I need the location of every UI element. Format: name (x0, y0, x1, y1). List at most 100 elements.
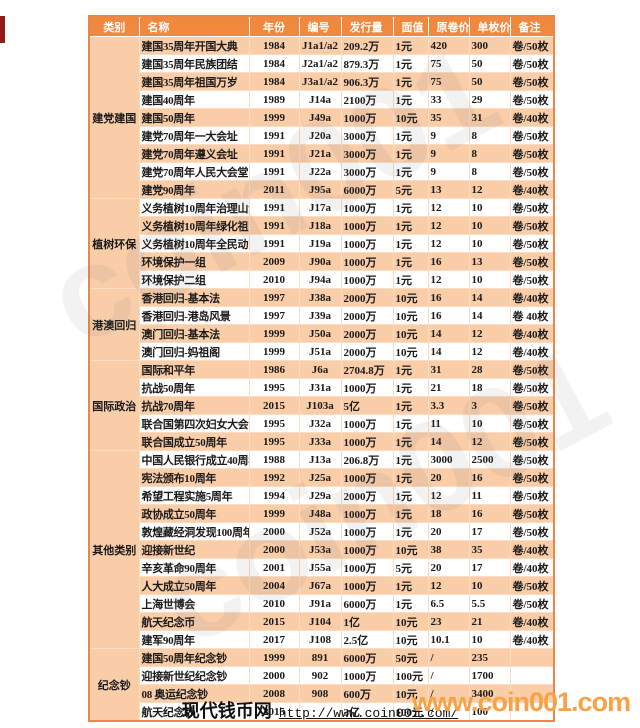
table-row: 人大成立50周年 2004 J67a 1000万 1元 12 10 卷/50枚 (89, 576, 555, 595)
name-cell: 迎接新世纪纪念钞 (138, 666, 250, 685)
face-cell: 1元 (392, 270, 429, 289)
issue-cell: 6000万 (340, 648, 394, 667)
issue-cell: 1000万 (340, 540, 394, 559)
table-row: 抗战70周年 2015 J103a 5亿 1元 3.3 3 卷/50枚 (89, 396, 555, 415)
issue-cell: 1000万 (340, 270, 394, 289)
edge-red-artifact (0, 16, 5, 43)
issue-cell: 600万 (340, 684, 394, 703)
year-cell: 1999 (248, 324, 300, 343)
code-cell: J104 (298, 612, 342, 631)
unit-cell: 35 (468, 540, 511, 559)
table-row: 建党70周年一大会址 1991 J20a 3000万 1元 9 8 卷/50枚 (89, 126, 555, 145)
issue-cell: 3000万 (340, 144, 394, 163)
year-cell: 1991 (248, 126, 300, 145)
note-cell: 卷/40枚 (509, 180, 555, 199)
roll-cell: 38 (427, 540, 470, 559)
note-cell: 卷/50枚 (509, 396, 555, 415)
year-cell: 2000 (248, 540, 300, 559)
year-cell: 2000 (248, 666, 300, 685)
face-cell: 1元 (392, 72, 429, 91)
year-cell: 1999 (248, 342, 300, 361)
face-cell: 5元 (392, 558, 429, 577)
code-cell: J91a (298, 594, 342, 613)
issue-cell: 1000万 (340, 666, 394, 685)
code-cell: J3a1/a2 (298, 72, 342, 91)
unit-cell: 3400 (468, 684, 511, 703)
code-cell: J38a (298, 288, 342, 307)
table-row: 澳门回归-基本法 1999 J50a 2000万 10元 14 12 卷/40枚 (89, 324, 555, 343)
name-cell: 上海世博会 (138, 594, 250, 613)
issue-cell: 2000万 (340, 342, 394, 361)
issue-cell: 1亿 (340, 612, 394, 631)
unit-cell: 21 (468, 612, 511, 631)
unit-cell: 300 (468, 36, 511, 55)
code-cell: J2a1/a2 (298, 54, 342, 73)
face-cell: 1元 (392, 252, 429, 271)
table-row: 上海世博会 2010 J91a 6000万 1元 6.5 5.5 卷/50枚 (89, 594, 555, 613)
unit-cell: 12 (468, 180, 511, 199)
note-cell: 卷/40枚 (509, 342, 555, 361)
table-row: 建党90周年 2011 J95a 6000万 5元 13 12 卷/40枚 (89, 180, 555, 199)
issue-cell: 3亿 (340, 702, 394, 722)
name-cell: 政协成立50周年 (138, 504, 250, 523)
name-cell: 抗战50周年 (138, 378, 250, 397)
site-url-link[interactable]: http://www.coin001.com/ (278, 706, 459, 721)
unit-cell: 12 (468, 342, 511, 361)
code-cell: J31a (298, 378, 342, 397)
code-cell: J95a (298, 180, 342, 199)
code-cell: J94a (298, 270, 342, 289)
note-cell: 卷/50枚 (509, 486, 555, 505)
face-cell: 1元 (392, 360, 429, 379)
roll-cell: 14 (427, 324, 470, 343)
table-row: 环境保护二组 2010 J94a 1000万 1元 12 10 卷/50枚 (89, 270, 555, 289)
code-cell: J49a (298, 108, 342, 127)
year-cell: 2009 (248, 252, 300, 271)
name-cell: 香港回归-港岛风景 (138, 306, 250, 325)
roll-cell: 12 (427, 270, 470, 289)
table-row: 植树环保 义务植树10周年治理山河 1991 J17a 1000万 1元 12 10 卷/50枚 (88, 198, 555, 289)
roll-cell: / (427, 684, 470, 703)
issue-cell: 5亿 (340, 396, 394, 415)
issue-cell: 2000万 (340, 306, 394, 325)
table-row: 环境保护一组 2009 J90a 1000万 1元 16 13 卷/50枚 (89, 252, 555, 271)
code-cell: J22a (298, 162, 342, 181)
note-cell: 卷/40枚 (509, 630, 555, 649)
unit-cell: 18 (468, 378, 511, 397)
year-cell: 1984 (248, 72, 300, 91)
face-cell: 10元 (392, 288, 429, 307)
roll-cell: 16 (427, 288, 470, 307)
note-cell: 卷/40枚 (509, 612, 555, 631)
table-row: 建党70周年遵义会址 1991 J21a 3000万 1元 9 8 卷/50枚 (89, 144, 555, 163)
name-cell: 国际和平年 (138, 360, 250, 379)
year-cell: 1992 (248, 468, 300, 487)
column-header: 名称 (138, 15, 250, 37)
unit-cell: 10 (468, 216, 511, 235)
issue-cell: 906.3万 (340, 72, 394, 91)
issue-cell: 1000万 (340, 108, 394, 127)
issue-cell: 1000万 (340, 198, 394, 217)
face-cell: 1元 (392, 576, 429, 595)
year-cell: 2015 (248, 702, 300, 722)
roll-cell: / (427, 666, 470, 685)
table-row: 辛亥革命90周年 2001 J55a 1000万 5元 20 17 卷/40枚 (89, 558, 555, 577)
table-row: 建国40周年 1989 J14a 2100万 1元 33 29 卷/50枚 (89, 90, 555, 109)
face-cell: 10元 (392, 324, 429, 343)
note-cell: 卷/50枚 (509, 54, 555, 73)
roll-cell: / (427, 648, 470, 667)
note-cell: 卷/50枚 (509, 360, 555, 379)
note-cell: 卷/50枚 (509, 378, 555, 397)
face-cell: 1元 (392, 198, 429, 217)
year-cell: 1991 (248, 234, 300, 253)
code-cell: J90a (298, 252, 342, 271)
unit-cell: 10 (468, 198, 511, 217)
code-cell: J13a (298, 450, 342, 469)
issue-cell: 1000万 (340, 252, 394, 271)
name-cell: 澳门回归-妈祖阁 (138, 342, 250, 361)
note-cell: 卷 40枚 (509, 306, 555, 325)
unit-cell: 16 (468, 504, 511, 523)
note-cell: 卷/50枚 (509, 270, 555, 289)
roll-cell: 11 (427, 414, 470, 433)
year-cell: 2017 (248, 630, 300, 649)
table-row: 抗战50周年 1995 J31a 1000万 1元 21 18 卷/50枚 (89, 378, 555, 397)
roll-cell: 420 (427, 36, 470, 55)
